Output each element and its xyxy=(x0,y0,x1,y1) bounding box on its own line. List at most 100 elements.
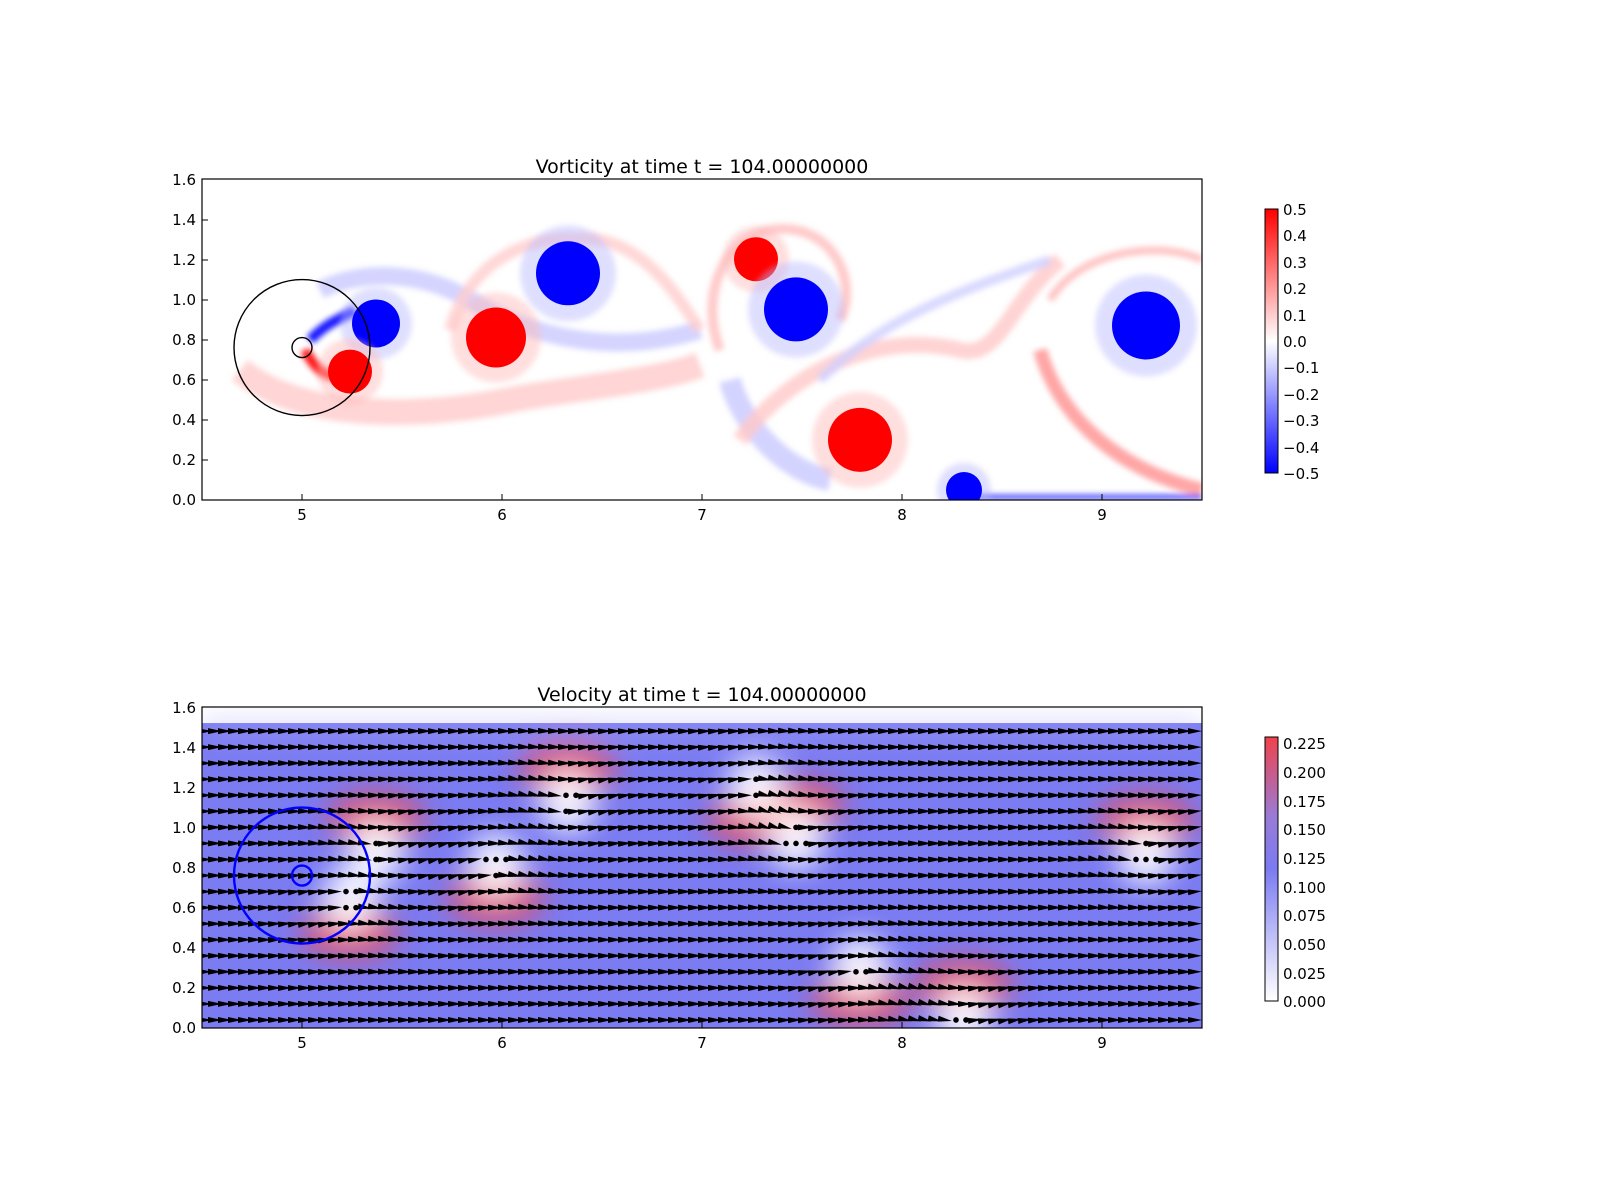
quiver-arrow xyxy=(737,728,752,735)
quiver-arrow xyxy=(202,1017,212,1023)
quiver-arrow xyxy=(237,968,252,975)
quiver-arrow xyxy=(408,1017,422,1023)
quiver-arrow xyxy=(657,776,672,783)
quiver-arrow xyxy=(1047,968,1062,975)
quiver-arrow xyxy=(837,904,852,911)
quiver-arrow xyxy=(508,1000,522,1007)
quiver-dot xyxy=(963,1017,969,1023)
quiver-arrow xyxy=(567,824,582,831)
quiver-arrow xyxy=(1167,952,1182,959)
quiver-dot xyxy=(803,840,809,847)
quiver-arrow xyxy=(287,968,302,975)
quiver-arrow xyxy=(1027,872,1042,879)
quiver-arrow xyxy=(777,888,792,895)
quiver-arrow xyxy=(468,1000,482,1007)
quiver-arrow xyxy=(567,888,582,895)
quiver-arrow xyxy=(307,856,322,863)
quiver-arrow xyxy=(1057,1017,1072,1024)
body-circle-overlay xyxy=(233,278,371,417)
quiver-arrow xyxy=(1147,873,1162,880)
quiver-arrow xyxy=(638,984,652,991)
quiver-arrow xyxy=(747,1000,762,1007)
quiver-arrow xyxy=(448,984,462,991)
quiver-arrow xyxy=(877,808,892,815)
quiver-arrow xyxy=(968,808,982,815)
quiver-arrow xyxy=(608,984,622,991)
quiver-arrow xyxy=(477,840,492,847)
quiver-arrow xyxy=(247,904,262,911)
quiver-arrow xyxy=(647,840,662,847)
quiver-arrow xyxy=(587,856,602,863)
quiver-arrow xyxy=(477,824,492,831)
quiver-arrow xyxy=(202,969,212,974)
quiver-arrow xyxy=(1108,968,1122,975)
quiver-arrow xyxy=(1188,1000,1202,1007)
quiver-arrow xyxy=(1027,824,1042,831)
quiver-arrow xyxy=(488,1000,502,1007)
quiver-arrow xyxy=(887,776,902,783)
quiver-arrow xyxy=(597,888,612,895)
quiver-arrow xyxy=(457,792,472,799)
vortex-blob xyxy=(1112,291,1180,360)
quiver-arrow xyxy=(628,920,642,927)
quiver-arrow xyxy=(1157,952,1172,959)
quiver-arrow xyxy=(357,952,372,959)
quiver-arrow xyxy=(687,840,702,847)
quiver-arrow xyxy=(427,984,442,991)
quiver-arrow xyxy=(487,743,502,750)
quiver-arrow xyxy=(467,744,482,751)
quiver-arrow xyxy=(368,728,382,735)
quiver-arrow xyxy=(287,984,302,991)
quiver-arrow xyxy=(1147,760,1162,767)
quiver-arrow xyxy=(398,728,412,735)
quiver-arrow xyxy=(447,936,462,943)
quiver-arrow xyxy=(1127,871,1142,878)
quiver-arrow xyxy=(1057,776,1072,783)
quiver-arrow xyxy=(1107,776,1122,783)
quiver-arrow xyxy=(767,953,782,960)
quiver-arrow xyxy=(938,744,952,751)
quiver-arrow xyxy=(1007,920,1022,927)
quiver-arrow xyxy=(568,984,582,991)
quiver-arrow xyxy=(348,728,362,735)
quiver-arrow xyxy=(228,984,242,991)
quiver-arrow xyxy=(248,792,262,799)
quiver-arrow xyxy=(667,776,682,783)
quiver-arrow xyxy=(837,776,852,783)
quiver-arrow xyxy=(807,791,822,798)
quiver-arrow xyxy=(348,1017,362,1023)
quiver-arrow xyxy=(747,744,762,751)
quiver-arrow xyxy=(517,920,532,927)
colorbar-tick-label: 0.100 xyxy=(1283,879,1326,897)
quiver-arrow xyxy=(397,888,412,895)
quiver-arrow xyxy=(968,888,982,895)
quiver-arrow xyxy=(1017,872,1032,879)
quiver-arrow xyxy=(387,744,402,751)
quiver-arrow xyxy=(978,904,992,911)
quiver-arrow xyxy=(867,920,882,927)
quiver-arrow xyxy=(697,856,712,863)
quiver-arrow xyxy=(1038,760,1052,767)
quiver-arrow xyxy=(567,840,582,847)
quiver-arrow xyxy=(698,984,712,991)
quiver-arrow xyxy=(237,952,252,959)
quiver-arrow xyxy=(1147,952,1162,959)
quiver-arrow xyxy=(1057,984,1072,991)
quiver-arrow xyxy=(667,728,682,735)
quiver-arrow xyxy=(647,792,662,799)
quiver-arrow xyxy=(307,839,322,846)
quiver-arrow xyxy=(637,824,652,831)
quiver-arrow xyxy=(678,1017,692,1023)
quiver-arrow xyxy=(1057,824,1072,831)
quiver-arrow xyxy=(437,921,452,928)
quiver-arrow xyxy=(1077,760,1092,767)
quiver-arrow xyxy=(618,968,632,975)
quiver-arrow xyxy=(257,856,272,863)
quiver-arrow xyxy=(407,760,422,767)
quiver-arrow xyxy=(357,760,372,767)
quiver-arrow xyxy=(857,872,872,879)
quiver-arrow xyxy=(957,904,972,911)
quiver-arrow xyxy=(1077,744,1092,751)
quiver-arrow xyxy=(327,888,342,895)
